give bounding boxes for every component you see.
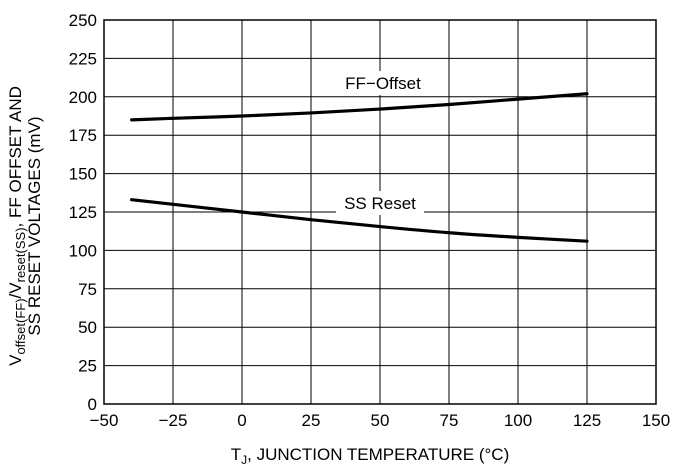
- series-line-0: [130, 92, 589, 122]
- series-labels: FF−Offset SS Reset: [334, 71, 432, 215]
- series-lines: [130, 92, 589, 243]
- y-tick-labels: 0 25 50 75 100 125 150 175 200 225 250: [69, 11, 97, 414]
- series-label: SS Reset: [344, 194, 416, 213]
- y-tick-label: 125: [69, 203, 97, 222]
- x-tick-label: 100: [504, 411, 532, 430]
- y-tick-label: 25: [78, 357, 97, 376]
- x-tick-label: 75: [440, 411, 459, 430]
- y-tick-label: 50: [78, 318, 97, 337]
- y-tick-label: 75: [78, 280, 97, 299]
- y-tick-label: 0: [88, 395, 97, 414]
- x-tick-label: 125: [573, 411, 601, 430]
- y-axis-label-line1: Voffset(FF)/Vreset(SS), FF OFFSET AND: [6, 86, 28, 366]
- x-tick-label: 0: [237, 411, 246, 430]
- y-axis-label-line2: SS RESET VOLTAGES (mV): [25, 116, 44, 335]
- x-axis-label: TJ, JUNCTION TEMPERATURE (°C): [231, 445, 510, 467]
- x-tick-labels: −50 −25 0 25 50 75 100 125 150: [90, 411, 671, 430]
- y-tick-label: 200: [69, 88, 97, 107]
- grid: [103, 19, 657, 405]
- x-tick-label: −25: [159, 411, 188, 430]
- series-label-bg: [336, 191, 424, 215]
- x-tick-label: 50: [371, 411, 390, 430]
- series-label-bg: [334, 71, 432, 95]
- y-tick-label: 100: [69, 241, 97, 260]
- y-tick-label: 150: [69, 165, 97, 184]
- x-tick-label: 25: [302, 411, 321, 430]
- x-tick-label: −50: [90, 411, 119, 430]
- y-tick-label: 225: [69, 49, 97, 68]
- y-tick-label: 250: [69, 11, 97, 30]
- plot-frame: [103, 19, 657, 405]
- y-tick-label: 175: [69, 126, 97, 145]
- series-label: FF−Offset: [345, 74, 421, 93]
- y-axis-label: Voffset(FF)/Vreset(SS), FF OFFSET AND SS …: [6, 86, 44, 366]
- x-tick-label: 150: [642, 411, 670, 430]
- series-line-1: [130, 198, 589, 243]
